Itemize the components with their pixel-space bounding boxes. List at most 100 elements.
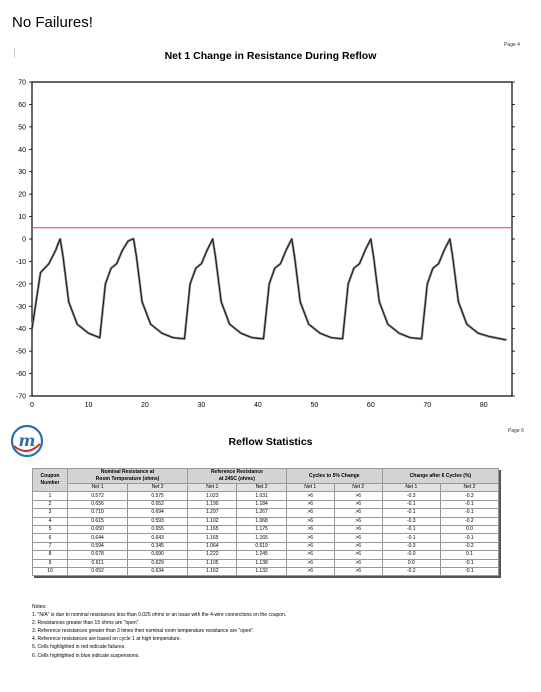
x-tick-label: 30 — [198, 402, 206, 409]
table-cell: 1.165 — [187, 524, 238, 535]
y-tick-label: -20 — [16, 281, 26, 288]
table-cell: -0.1 — [439, 558, 500, 568]
subheader-cell: Net 1 — [285, 482, 335, 493]
x-tick-label: 50 — [310, 402, 318, 409]
table-cell: 1.138 — [236, 558, 287, 568]
note-item: 5. Cells highlighted in red indicate fai… — [32, 644, 126, 651]
table-cell: 1.064 — [187, 541, 238, 552]
resistance-chart: 70 60 50 40 30 20 10 0 -10 -20 -30 -40 -50 -60 -70 0 10… — [16, 80, 515, 409]
table-cell: 1.190 — [187, 499, 238, 510]
table-cell: 0.1 — [439, 550, 500, 560]
table-cell: 0.572 — [66, 491, 129, 501]
reflow-stats-table: Coupon Number Nominal Resistance at Room… — [32, 467, 500, 577]
y-tick-label: 20 — [18, 192, 26, 199]
note-item: 6. Cells highlighted in blue indicate su… — [32, 652, 140, 659]
margin-mark — [14, 48, 15, 58]
note-item: 2. Resistances greater than 15 ohms are … — [32, 620, 140, 627]
table-cell: -0.2 — [439, 516, 500, 526]
y-tick-label: -40 — [16, 326, 26, 333]
table-cell: -0.3 — [381, 491, 441, 501]
stats-title: Reflow Statistics — [228, 436, 313, 448]
table-cell: 0.345 — [127, 541, 189, 552]
x-tick-label: 40 — [254, 402, 262, 409]
table-cell: 1.031 — [236, 491, 287, 501]
table-cell: 0.650 — [66, 524, 129, 535]
reference-header: Reference Resistance at 245C (ohms) — [187, 468, 287, 484]
table-cell: 0.0 — [381, 558, 441, 568]
table-cell: 0.656 — [66, 499, 129, 510]
table-cell: 0.694 — [127, 508, 189, 518]
page-number-stats: Page 6 — [508, 428, 524, 434]
table-row: 5 0.650 0.655 1.165 1.175 >6 >6 -0.1 0.0 — [32, 524, 500, 535]
table-cell: 8 — [32, 550, 68, 560]
table-cell: >6 — [333, 550, 383, 560]
y-tick-label: 30 — [18, 169, 26, 176]
change-header: Change after 6 Cycles (%) — [381, 468, 500, 484]
table-cell: >6 — [333, 566, 383, 577]
table-cell: -0.3 — [381, 516, 441, 526]
table-row: 4 0.615 0.593 1.102 1.068 >6 >6 -0.3 -0.2 — [32, 516, 500, 526]
nominal-header: Nominal Resistance at Room Temperature (… — [66, 468, 189, 484]
table-cell: 1.245 — [236, 550, 287, 560]
note-item: 3. Reference resistances greater than 3 … — [32, 628, 255, 635]
reference-header-line1: Reference Resistance — [210, 469, 263, 475]
table-cell: 0.690 — [127, 550, 189, 560]
headline: No Failures! — [12, 14, 93, 31]
table-cell: >6 — [285, 533, 335, 543]
plot-frame — [31, 81, 513, 397]
table-cell: >6 — [333, 533, 383, 543]
table-cell: 4 — [32, 516, 68, 526]
nominal-header-line1: Nominal Resistance at — [100, 469, 155, 475]
subheader-cell: Net 2 — [333, 482, 383, 493]
table-row: 1 0.572 0.575 1.023 1.031 >6 >6 -0.3 -0.3 — [32, 491, 500, 501]
table-cell: -0.1 — [439, 566, 500, 577]
table-cell: >6 — [285, 541, 335, 552]
table-cell: 10 — [32, 566, 68, 577]
subheader-cell: Net 2 — [127, 482, 189, 493]
y-tick-label: -60 — [16, 371, 26, 378]
table-cell: -0.2 — [381, 566, 441, 577]
table-cell: -0.1 — [439, 508, 500, 518]
y-tick-label: 10 — [18, 214, 26, 221]
table-cell: 5 — [32, 524, 68, 535]
table-cell: 0.634 — [127, 566, 189, 577]
y-tick-label: 0 — [22, 237, 26, 244]
note-item: 4. Reference resistances are based on cy… — [32, 636, 181, 643]
table-cell: 1.165 — [236, 533, 287, 543]
y-tick-label: -10 — [16, 259, 26, 266]
table-cell: >6 — [285, 508, 335, 518]
x-tick-label: 0 — [30, 402, 34, 409]
nominal-header-line2: Room Temperature (ohms) — [95, 476, 160, 482]
table-cell: 0.655 — [127, 524, 189, 535]
table-cell: 1.184 — [236, 499, 287, 510]
table-row: 6 0.644 0.643 1.165 1.165 >6 >6 -0.1 -0.1 — [32, 533, 500, 543]
y-tick-label: 50 — [18, 124, 26, 131]
table-row: 3 0.710 0.694 1.297 1.267 >6 >6 -0.1 -0.1 — [32, 508, 500, 518]
subheader-cell: Net 2 — [236, 482, 287, 493]
table-cell: -0.3 — [439, 491, 500, 501]
notes-heading: Notes: — [32, 604, 47, 610]
table-cell: -0.1 — [381, 508, 441, 518]
table-cell: 0.0 — [439, 524, 500, 535]
table-cell: 0.652 — [127, 499, 189, 510]
table-cell: 1.175 — [236, 524, 287, 535]
table-cell: -0.1 — [381, 499, 441, 510]
y-tick-label: -70 — [16, 394, 26, 401]
table-cell: -0.1 — [381, 533, 441, 543]
subheader-cell: Net 2 — [439, 482, 500, 493]
table-cell: -0.0 — [381, 550, 441, 560]
table-cell: >6 — [285, 566, 335, 577]
table-cell: 0.710 — [66, 508, 129, 518]
table-cell: -0.1 — [439, 533, 500, 543]
table-cell: 2 — [32, 499, 68, 510]
table-row: 2 0.656 0.652 1.190 1.184 >6 >6 -0.1 -0.1 — [32, 499, 500, 510]
table-cell: 1.267 — [236, 508, 287, 518]
table-cell: >6 — [285, 516, 335, 526]
table-cell: 1.165 — [187, 533, 238, 543]
series-line — [31, 238, 507, 341]
table-subheader-row: Net 1 Net 2 Net 1 Net 2 Net 1 Net 2 Net 1 Net 2 — [33, 482, 500, 493]
table-cell: 1 — [32, 491, 68, 501]
table-cell: >6 — [333, 541, 383, 552]
cycles-header: Cycles to 5% Change — [285, 468, 383, 484]
x-tick-label: 70 — [423, 402, 431, 409]
